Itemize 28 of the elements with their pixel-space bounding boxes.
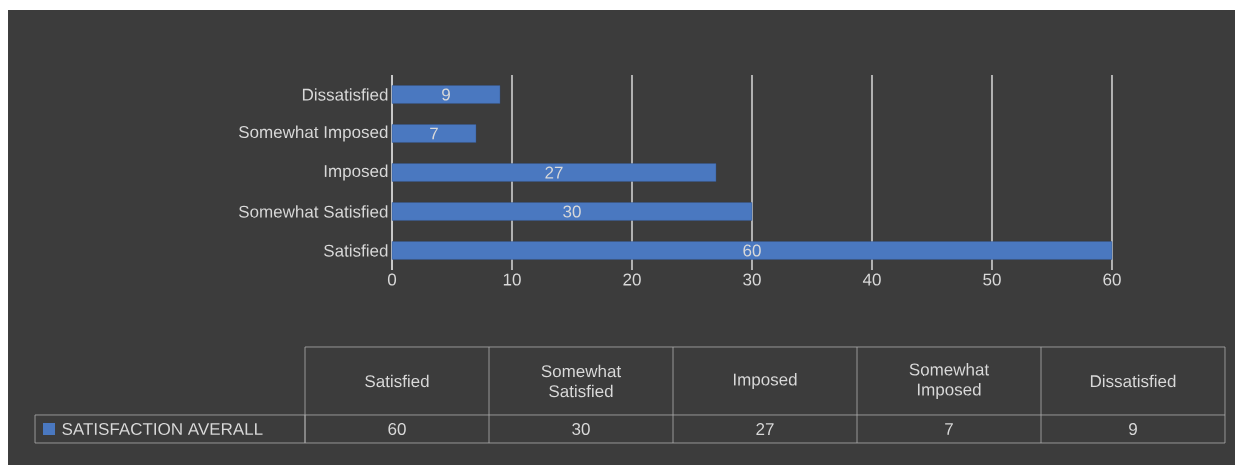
y-tick-label: Satisfied	[324, 244, 388, 257]
y-tick-label: Somewhat Imposed	[239, 125, 388, 142]
category-label: Dissatisfied	[1090, 374, 1176, 388]
x-tick-label: 20	[623, 273, 641, 286]
category-label: Imposed	[733, 373, 797, 389]
data-label: 60	[743, 244, 761, 257]
x-tick-label: 30	[743, 273, 761, 286]
data-label: 9	[442, 88, 450, 101]
text: 27	[756, 423, 774, 435]
y-tick-label: Dissatisfied	[302, 88, 388, 101]
y-tick-label: Somewhat Satisfied	[239, 205, 388, 218]
text: 7	[945, 423, 953, 435]
text: 9	[1129, 422, 1137, 436]
x-tick-label: 0	[387, 273, 397, 286]
y-tick-label: Imposed	[324, 164, 388, 181]
category-label: Somewhat Imposed	[909, 363, 990, 399]
data-label: 27	[545, 166, 563, 179]
x-tick-label: 60	[1103, 273, 1121, 286]
text: 60	[388, 422, 406, 436]
x-tick-label: 40	[862, 273, 881, 286]
category-label: Satisfied	[365, 374, 429, 388]
data-label: 7	[430, 127, 438, 140]
category-label: Somewhat Satisfied	[541, 364, 622, 398]
x-tick-label: 50	[983, 273, 1001, 286]
data-label: 30	[563, 205, 581, 218]
x-tick-label: 10	[503, 273, 521, 286]
text: 30	[572, 422, 590, 436]
legend-label: SATISFACTION AVERALL	[62, 422, 263, 436]
